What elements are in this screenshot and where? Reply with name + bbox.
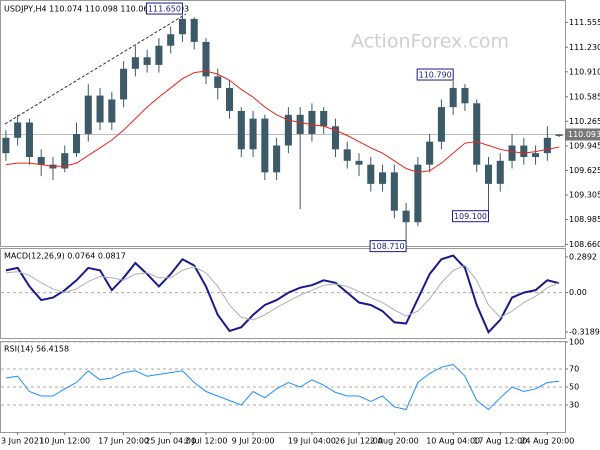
panel-title: USDJPY,H4 110.074 110.098 110.060 110.09…	[4, 5, 189, 14]
candle-body	[543, 137, 551, 154]
y-tick-label: 100	[569, 338, 584, 347]
candle-body	[96, 95, 104, 123]
annotation-label: 110.790	[419, 71, 452, 80]
y-tick-label: 0.00	[569, 288, 587, 297]
candle-body	[237, 110, 245, 150]
main-panel	[0, 0, 566, 247]
candle-body	[473, 103, 481, 165]
annotation-label: 108.710	[372, 242, 405, 251]
candle-body	[84, 95, 92, 134]
last-price-label: 110.093	[568, 130, 600, 139]
line-series	[5, 254, 560, 334]
annotation-box	[369, 240, 407, 253]
candle-body	[143, 57, 151, 65]
candle-body	[320, 110, 328, 127]
candle-body	[167, 34, 175, 46]
candle-body	[484, 164, 493, 184]
candle-body	[308, 110, 316, 134]
candle-body	[437, 107, 445, 142]
line-series	[5, 264, 560, 321]
candle-body	[37, 156, 45, 165]
y-tick-label: 111.555	[569, 18, 600, 27]
x-tick-label: 19 Jul 04:00	[288, 437, 336, 446]
candle-body	[2, 137, 10, 154]
candle-body	[131, 57, 139, 69]
line-series	[5, 363, 560, 411]
line-series	[5, 70, 560, 173]
candle-body	[296, 114, 304, 134]
candle-body	[72, 133, 81, 154]
y-tick-label: 110.585	[569, 92, 600, 101]
candle-body	[273, 145, 281, 173]
candle-body	[343, 149, 351, 161]
candle-body	[520, 145, 528, 157]
y-tick-label: 108.660	[569, 240, 600, 249]
candle-body	[14, 122, 22, 138]
x-tick-label: 9 Jul 20:00	[232, 437, 275, 446]
x-tick-label: 10 Aug 04:00	[426, 437, 480, 446]
x-tick-label: 2 Aug 20:00	[370, 437, 419, 446]
x-tick-label: 24 Aug 20:00	[520, 437, 574, 446]
annotation-label: 111.650	[148, 5, 181, 14]
candle-body	[108, 99, 116, 123]
candle-body	[190, 18, 198, 42]
x-tick-label: 17 Jun 20:00	[98, 437, 149, 446]
y-tick-label: 109.945	[569, 141, 600, 150]
y-tick-label: 110.265	[569, 117, 600, 126]
x-tick-label: 3 Jun 2021	[1, 437, 44, 446]
annotation-box	[451, 210, 489, 223]
y-tick-label: 111.230	[569, 43, 600, 52]
candle-body	[496, 160, 504, 184]
annotation-box	[145, 2, 183, 15]
y-tick-label: 109.625	[569, 166, 600, 175]
candle-body	[355, 160, 363, 165]
watermark: ActionForex.com	[351, 31, 509, 53]
y-tick-label: -0.3189	[569, 328, 600, 337]
candle-body	[25, 122, 33, 157]
candle-body	[178, 18, 186, 35]
y-tick-label: 70	[569, 365, 579, 374]
x-tick-label: 17 Aug 12:00	[473, 437, 527, 446]
y-tick-label: 110.910	[569, 67, 600, 76]
candle-body	[261, 118, 269, 173]
candle-body	[249, 118, 257, 150]
x-tick-label: 10 Jun 12:00	[39, 437, 90, 446]
x-tick-label: 25 Jun 04:00	[145, 437, 196, 446]
last-price-box	[565, 128, 600, 141]
annotation-label: 109.100	[454, 212, 487, 221]
candle-body	[61, 153, 69, 169]
candle-body	[284, 114, 292, 146]
x-tick-label: 26 Jul 12:00	[335, 437, 383, 446]
candle-body	[555, 134, 563, 136]
trend-line	[4, 13, 187, 125]
candle-body	[331, 126, 339, 150]
candle-body	[367, 164, 375, 184]
y-tick-label: 30	[569, 401, 579, 410]
panel-title: MACD(12,26,9) 0.0764 0.0817	[4, 252, 126, 261]
candle-body	[379, 172, 387, 184]
panel-title: RSI(14) 56.4158	[4, 345, 69, 354]
candle-body	[155, 45, 163, 65]
candle-body	[461, 87, 469, 104]
candle-body	[214, 76, 222, 88]
y-tick-label: 109.305	[569, 190, 600, 199]
annotation-box	[416, 68, 454, 81]
candle-body	[202, 41, 210, 77]
y-tick-label: 50	[569, 383, 579, 392]
candle-body	[226, 87, 234, 111]
y-tick-label: 108.985	[569, 215, 600, 224]
candle-body	[390, 172, 398, 211]
macd-panel	[0, 248, 566, 339]
candle-body	[120, 68, 128, 100]
candle-body	[449, 87, 457, 108]
y-tick-label: 0.2892	[569, 252, 597, 261]
x-tick-label: 2 Jul 12:00	[185, 437, 228, 446]
candle-body	[508, 145, 516, 161]
candle-body	[414, 164, 422, 223]
candle-body	[532, 153, 540, 157]
candle-body	[402, 210, 410, 223]
candle-body	[426, 141, 434, 165]
